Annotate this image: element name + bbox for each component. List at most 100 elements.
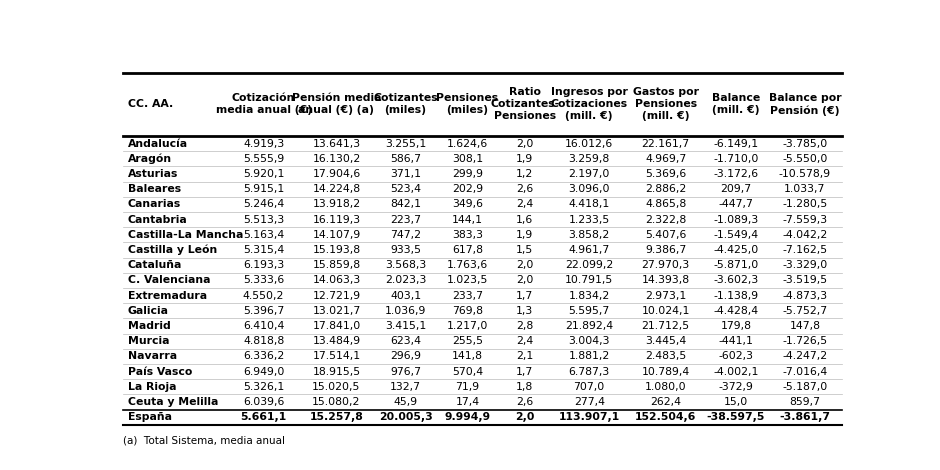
Text: Galicia: Galicia (128, 306, 168, 316)
Text: -5.187,0: -5.187,0 (782, 382, 827, 392)
Text: 2,0: 2,0 (516, 275, 533, 285)
Text: 14.107,9: 14.107,9 (312, 230, 361, 240)
Text: -602,3: -602,3 (718, 352, 754, 361)
Text: -4.428,4: -4.428,4 (713, 306, 759, 316)
Text: 21.892,4: 21.892,4 (565, 321, 613, 331)
Text: 5.396,7: 5.396,7 (243, 306, 284, 316)
Text: -7.559,3: -7.559,3 (782, 215, 827, 225)
Text: 15.020,5: 15.020,5 (312, 382, 361, 392)
Text: -10.578,9: -10.578,9 (778, 169, 831, 179)
Text: 2.322,8: 2.322,8 (645, 215, 686, 225)
Text: 1,2: 1,2 (516, 169, 533, 179)
Text: 15.080,2: 15.080,2 (312, 397, 361, 407)
Text: -5.752,7: -5.752,7 (782, 306, 827, 316)
Text: Andalucía: Andalucía (128, 139, 188, 149)
Text: -1.138,9: -1.138,9 (713, 290, 759, 301)
Text: 15.859,8: 15.859,8 (312, 260, 360, 270)
Text: España: España (128, 412, 172, 422)
Text: Extremadura: Extremadura (128, 290, 207, 301)
Text: 5.407,6: 5.407,6 (645, 230, 686, 240)
Text: 5.513,3: 5.513,3 (243, 215, 284, 225)
Text: Ceuta y Melilla: Ceuta y Melilla (128, 397, 218, 407)
Text: 233,7: 233,7 (452, 290, 483, 301)
Text: 20.005,3: 20.005,3 (379, 412, 432, 422)
Text: 17.904,6: 17.904,6 (312, 169, 361, 179)
Text: Cotización
media anual (€): Cotización media anual (€) (215, 94, 312, 115)
Text: 71,9: 71,9 (456, 382, 479, 392)
Text: 2.023,3: 2.023,3 (385, 275, 427, 285)
Text: 5.555,9: 5.555,9 (243, 154, 284, 164)
Text: 617,8: 617,8 (452, 245, 483, 255)
Text: 2,4: 2,4 (516, 336, 533, 346)
Text: 22.161,7: 22.161,7 (642, 139, 690, 149)
Text: -441,1: -441,1 (718, 336, 754, 346)
Text: 1,7: 1,7 (516, 290, 533, 301)
Text: País Vasco: País Vasco (128, 367, 192, 376)
Text: 3.415,1: 3.415,1 (385, 321, 426, 331)
Text: 2,0: 2,0 (515, 412, 535, 422)
Text: 255,5: 255,5 (452, 336, 483, 346)
Text: (a)  Total Sistema, media anual: (a) Total Sistema, media anual (123, 436, 286, 446)
Text: 132,7: 132,7 (390, 382, 421, 392)
Text: -7.162,5: -7.162,5 (782, 245, 827, 255)
Text: 27.970,3: 27.970,3 (642, 260, 690, 270)
Text: 5.326,1: 5.326,1 (243, 382, 284, 392)
Text: -4.247,2: -4.247,2 (782, 352, 827, 361)
Text: 5.315,4: 5.315,4 (243, 245, 284, 255)
Text: 14.224,8: 14.224,8 (312, 184, 360, 194)
Text: 15,0: 15,0 (724, 397, 748, 407)
Text: 45,9: 45,9 (394, 397, 417, 407)
Text: Ratio
Cotizantes-
Pensiones: Ratio Cotizantes- Pensiones (490, 87, 559, 121)
Text: 747,2: 747,2 (390, 230, 421, 240)
Text: 1,8: 1,8 (516, 382, 533, 392)
Text: 371,1: 371,1 (390, 169, 421, 179)
Text: 6.193,3: 6.193,3 (243, 260, 284, 270)
Text: 1.217,0: 1.217,0 (446, 321, 488, 331)
Text: 403,1: 403,1 (390, 290, 421, 301)
Text: 4.418,1: 4.418,1 (569, 199, 610, 210)
Text: 10.024,1: 10.024,1 (641, 306, 690, 316)
Text: 9.994,9: 9.994,9 (445, 412, 491, 422)
Text: 17.514,1: 17.514,1 (312, 352, 360, 361)
Text: 1.233,5: 1.233,5 (569, 215, 610, 225)
Text: 5.595,7: 5.595,7 (569, 306, 610, 316)
Text: 1.033,7: 1.033,7 (784, 184, 825, 194)
Text: 1,9: 1,9 (516, 154, 533, 164)
Text: Murcia: Murcia (128, 336, 169, 346)
Text: 6.410,4: 6.410,4 (243, 321, 284, 331)
Text: 6.949,0: 6.949,0 (243, 367, 284, 376)
Text: 144,1: 144,1 (452, 215, 483, 225)
Text: 383,3: 383,3 (452, 230, 483, 240)
Text: 2,6: 2,6 (516, 397, 533, 407)
Text: 13.641,3: 13.641,3 (312, 139, 360, 149)
Text: 586,7: 586,7 (390, 154, 421, 164)
Text: 2,0: 2,0 (516, 260, 533, 270)
Text: -1.549,4: -1.549,4 (713, 230, 759, 240)
Text: 5.920,1: 5.920,1 (243, 169, 284, 179)
Text: Ingresos por
Cotizaciones
(mill. €): Ingresos por Cotizaciones (mill. €) (551, 87, 628, 121)
Text: 976,7: 976,7 (390, 367, 421, 376)
Text: 3.858,2: 3.858,2 (569, 230, 610, 240)
Text: Navarra: Navarra (128, 352, 177, 361)
Text: 16.012,6: 16.012,6 (565, 139, 613, 149)
Text: 13.918,2: 13.918,2 (312, 199, 360, 210)
Text: 2,1: 2,1 (516, 352, 533, 361)
Text: 6.039,6: 6.039,6 (243, 397, 284, 407)
Text: 1.624,6: 1.624,6 (446, 139, 488, 149)
Text: 17,4: 17,4 (456, 397, 479, 407)
Text: C. Valenciana: C. Valenciana (128, 275, 211, 285)
Text: -1.710,0: -1.710,0 (713, 154, 759, 164)
Text: 4.919,3: 4.919,3 (243, 139, 284, 149)
Text: 2.197,0: 2.197,0 (569, 169, 610, 179)
Text: 296,9: 296,9 (390, 352, 421, 361)
Text: 4.961,7: 4.961,7 (569, 245, 610, 255)
Text: 5.163,4: 5.163,4 (243, 230, 284, 240)
Text: 1,9: 1,9 (516, 230, 533, 240)
Text: -7.016,4: -7.016,4 (782, 367, 827, 376)
Text: 15.257,8: 15.257,8 (309, 412, 363, 422)
Text: Cotizantes
(miles): Cotizantes (miles) (373, 94, 438, 115)
Text: 9.386,7: 9.386,7 (645, 245, 686, 255)
Text: -4.042,2: -4.042,2 (782, 230, 827, 240)
Text: 4.969,7: 4.969,7 (645, 154, 686, 164)
Text: 1.036,9: 1.036,9 (385, 306, 427, 316)
